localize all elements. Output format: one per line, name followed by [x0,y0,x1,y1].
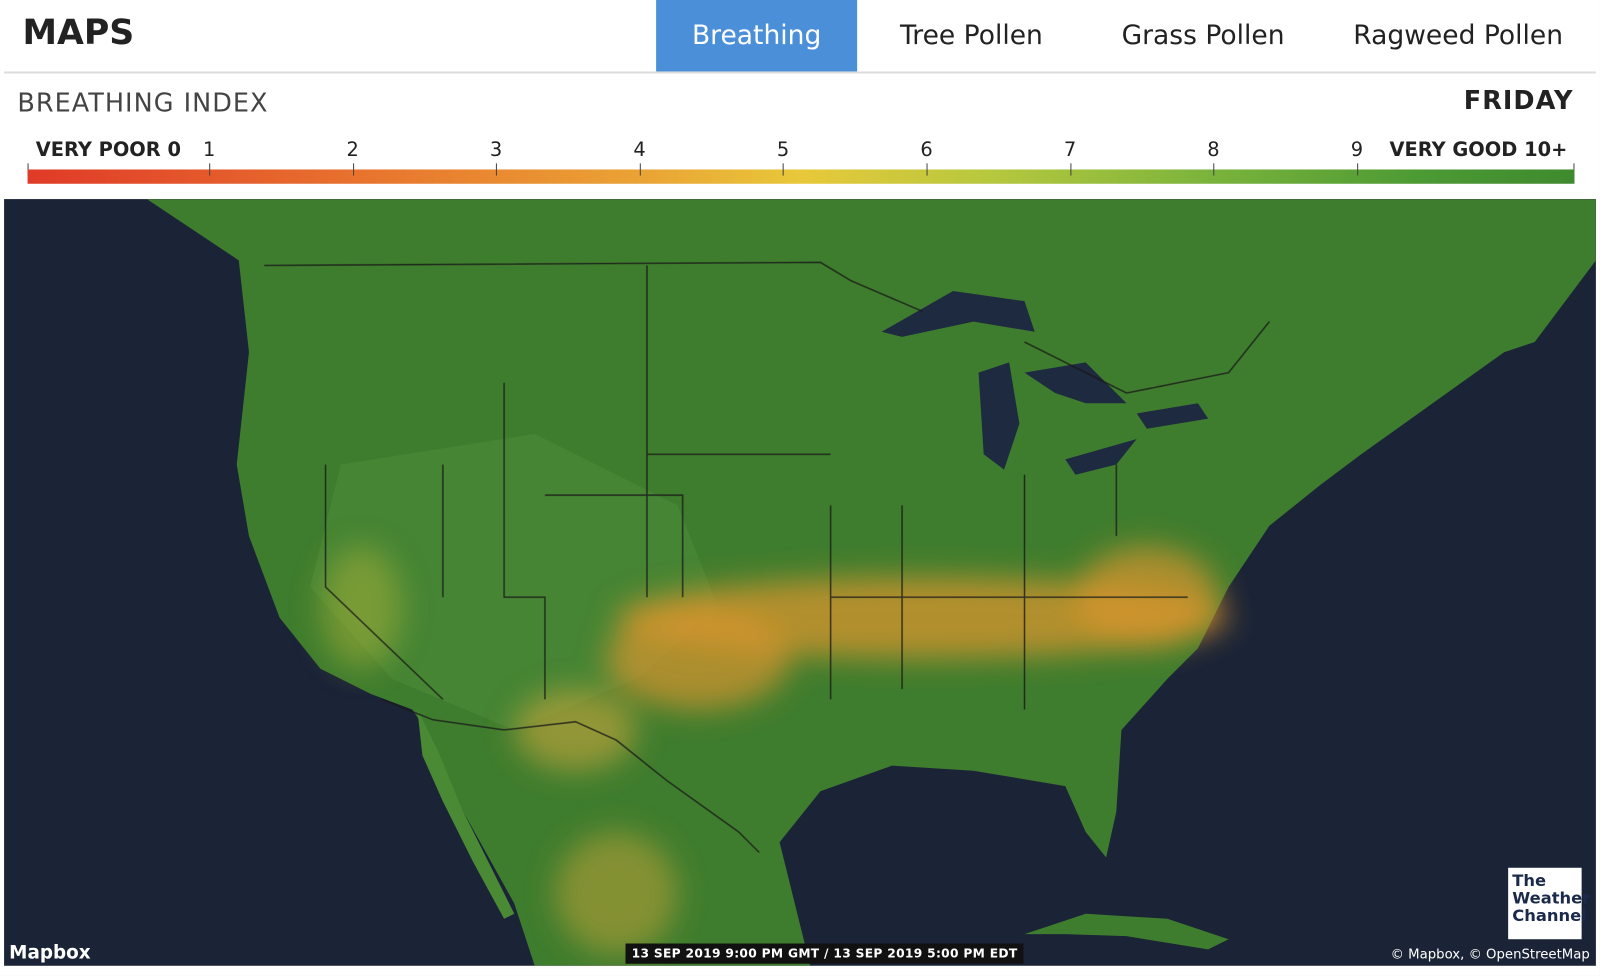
scale-tick [783,163,785,176]
map-canvas [146,199,1596,966]
scale-label: 8 [1207,138,1220,162]
great-lakes [881,290,1209,475]
scale-tick [1356,163,1358,176]
color-scale: VERY POOR 0 VERY GOOD 10+ 1 2 3 4 5 6 7 8 9 [0,133,1600,194]
scale-label: 6 [920,138,933,162]
scale-tick [352,163,354,176]
scale-label: 5 [776,138,790,162]
legend-day: FRIDAY [1463,85,1574,116]
timestamp: 13 SEP 2019 9:00 PM GMT / 13 SEP 2019 5:… [625,943,1024,964]
attribution-left[interactable]: Mapbox [9,942,91,964]
scale-label: 7 [1063,138,1077,162]
tab[interactable]: Grass Pollen [1121,20,1285,52]
scale-tick [1069,163,1072,176]
scale-tick [496,163,498,176]
scale-tick [209,163,211,176]
land [417,709,515,919]
header-title: MAPS [22,12,135,54]
scale-tick [926,163,928,176]
tab[interactable]: Ragweed Pollen [1353,20,1564,52]
scale-label: 3 [489,138,503,162]
land [1024,913,1229,950]
logo-line: Channel [1512,905,1587,925]
tab[interactable]: Breathing [656,0,858,72]
logo-line: The [1512,870,1547,891]
gradient-bar [27,169,1575,184]
scale-end-tick [1573,163,1575,176]
scale-tick [639,163,641,176]
logo: The Weather Channel [1508,867,1591,940]
scale-label: 9 [1350,138,1364,162]
tab[interactable]: Tree Pollen [899,20,1043,52]
attribution-right[interactable]: © Mapbox, © OpenStreetMap [1390,947,1590,963]
scale-high-label: VERY GOOD 10+ [1389,138,1568,162]
scale-label: 4 [633,138,646,162]
scale-tick [1213,163,1215,176]
legend-title: BREATHING INDEX [17,87,269,118]
scale-label: 1 [203,138,216,162]
borders [264,261,1270,853]
header: MAPS Breathing Tree Pollen Grass Pollen Rag… [4,0,1596,74]
map[interactable]: The Weather Channel Mapbox 13 SEP 2019 9:0… [4,199,1596,966]
scale-end-tick [27,163,29,176]
scale-label: 2 [346,138,359,162]
logo-line: Weather [1512,888,1591,908]
scale-low-label: VERY POOR 0 [35,138,181,162]
